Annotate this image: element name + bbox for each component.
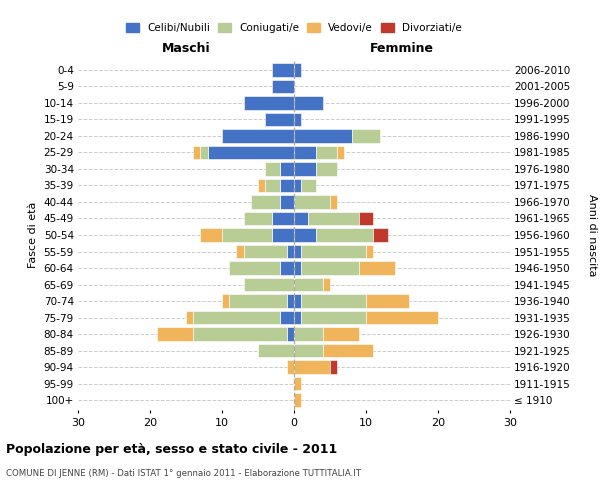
Bar — [272, 63, 294, 76]
Bar — [236, 244, 244, 258]
Bar — [373, 228, 388, 242]
Bar — [287, 294, 294, 308]
Bar — [287, 360, 294, 374]
Bar — [280, 178, 294, 192]
Bar — [265, 178, 280, 192]
Bar — [294, 228, 316, 242]
Bar — [316, 162, 337, 175]
Bar — [186, 311, 193, 324]
Bar — [193, 146, 200, 159]
Bar — [193, 328, 287, 341]
Bar — [330, 195, 337, 209]
Text: Popolazione per età, sesso e stato civile - 2011: Popolazione per età, sesso e stato civil… — [6, 442, 337, 456]
Bar — [294, 278, 323, 291]
Bar — [316, 228, 373, 242]
Bar — [157, 328, 193, 341]
Bar — [251, 195, 280, 209]
Bar — [258, 178, 265, 192]
Bar — [222, 294, 229, 308]
Bar — [222, 228, 272, 242]
Bar — [294, 195, 330, 209]
Bar — [359, 212, 373, 226]
Bar — [280, 311, 294, 324]
Bar — [301, 244, 366, 258]
Bar — [301, 261, 359, 275]
Bar — [294, 212, 308, 226]
Bar — [280, 261, 294, 275]
Bar — [294, 146, 316, 159]
Bar — [222, 129, 294, 142]
Bar — [287, 328, 294, 341]
Bar — [294, 63, 301, 76]
Text: Anni di nascita: Anni di nascita — [587, 194, 597, 276]
Bar — [272, 80, 294, 93]
Bar — [265, 162, 280, 175]
Bar — [316, 146, 337, 159]
Bar — [258, 344, 294, 358]
Bar — [272, 228, 294, 242]
Text: Maschi: Maschi — [161, 42, 211, 55]
Bar — [244, 212, 272, 226]
Bar — [359, 261, 395, 275]
Bar — [301, 178, 316, 192]
Bar — [294, 96, 323, 110]
Bar — [366, 294, 409, 308]
Bar — [229, 294, 287, 308]
Bar — [272, 212, 294, 226]
Bar — [294, 162, 316, 175]
Bar — [294, 311, 301, 324]
Bar — [294, 394, 301, 407]
Bar — [294, 261, 301, 275]
Legend: Celibi/Nubili, Coniugati/e, Vedovi/e, Divorziati/e: Celibi/Nubili, Coniugati/e, Vedovi/e, Di… — [123, 20, 465, 36]
Bar — [208, 146, 294, 159]
Bar — [294, 112, 301, 126]
Y-axis label: Fasce di età: Fasce di età — [28, 202, 38, 268]
Bar — [323, 278, 330, 291]
Bar — [330, 360, 337, 374]
Bar — [193, 311, 280, 324]
Bar — [229, 261, 280, 275]
Bar — [280, 162, 294, 175]
Bar — [294, 344, 323, 358]
Bar — [287, 244, 294, 258]
Bar — [301, 294, 366, 308]
Bar — [294, 178, 301, 192]
Bar — [366, 244, 373, 258]
Bar — [323, 344, 373, 358]
Bar — [323, 328, 359, 341]
Bar — [294, 129, 352, 142]
Bar — [308, 212, 359, 226]
Bar — [244, 244, 287, 258]
Bar — [301, 311, 366, 324]
Bar — [244, 278, 294, 291]
Bar — [294, 328, 323, 341]
Bar — [366, 311, 438, 324]
Bar — [337, 146, 344, 159]
Bar — [352, 129, 380, 142]
Bar — [294, 244, 301, 258]
Bar — [294, 360, 330, 374]
Bar — [244, 96, 294, 110]
Bar — [200, 146, 208, 159]
Text: COMUNE DI JENNE (RM) - Dati ISTAT 1° gennaio 2011 - Elaborazione TUTTITALIA.IT: COMUNE DI JENNE (RM) - Dati ISTAT 1° gen… — [6, 469, 361, 478]
Bar — [294, 377, 301, 390]
Bar — [294, 294, 301, 308]
Text: Femmine: Femmine — [370, 42, 434, 55]
Bar — [265, 112, 294, 126]
Bar — [200, 228, 222, 242]
Bar — [280, 195, 294, 209]
